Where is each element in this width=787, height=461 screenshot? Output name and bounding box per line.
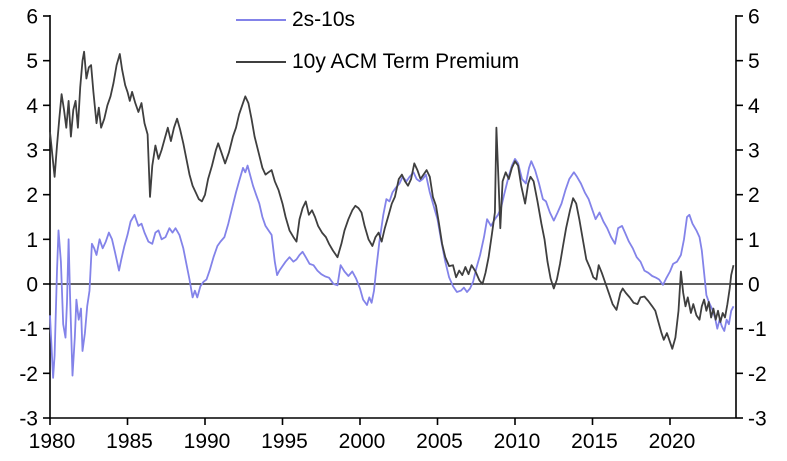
y-tick-label-left: 0 — [26, 274, 38, 297]
y-tick-label-left: -1 — [19, 318, 38, 341]
legend-label-term-premium: 10y ACM Term Premium — [292, 50, 520, 73]
x-tick-label: 1985 — [106, 430, 153, 453]
x-tick-label: 2010 — [494, 430, 541, 453]
legend-item-2s10s: 2s-10s — [236, 6, 519, 34]
y-tick-label-right: 0 — [748, 274, 760, 297]
y-tick-label-left: 2 — [26, 184, 38, 207]
legend-swatch-term-premium — [236, 61, 286, 63]
legend-swatch-2s10s — [236, 19, 286, 21]
legend: 2s-10s 10y ACM Term Premium — [236, 6, 519, 76]
y-tick-label-left: 4 — [26, 95, 38, 118]
y-tick-label-right: 3 — [748, 140, 760, 163]
series-2s10s-line — [49, 158, 735, 379]
y-tick-label-left: 1 — [26, 229, 38, 252]
y-tick-label-left: -3 — [19, 408, 38, 431]
y-tick-label-right: -1 — [748, 318, 767, 341]
legend-item-term-premium: 10y ACM Term Premium — [236, 48, 519, 76]
y-tick-label-right: -2 — [748, 363, 767, 386]
x-tick-label: 2020 — [649, 430, 696, 453]
y-tick-label-left: 6 — [26, 6, 38, 29]
y-tick-label-right: 1 — [748, 229, 760, 252]
x-tick-label: 1990 — [184, 430, 231, 453]
y-tick-label-left: 5 — [26, 50, 38, 73]
series-term-premium-line — [49, 50, 735, 350]
y-tick-label-right: 4 — [748, 95, 760, 118]
x-tick-label: 1995 — [261, 430, 308, 453]
x-tick-label: 1980 — [29, 430, 76, 453]
x-tick-label: 2000 — [339, 430, 386, 453]
x-tick-label: 2015 — [571, 430, 618, 453]
y-tick-label-left: 3 — [26, 140, 38, 163]
x-tick-label: 2005 — [416, 430, 463, 453]
y-tick-label-right: 5 — [748, 50, 760, 73]
y-tick-label-right: 6 — [748, 6, 760, 29]
y-tick-label-right: 2 — [748, 184, 760, 207]
y-tick-label-right: -3 — [748, 408, 767, 431]
y-tick-label-left: -2 — [19, 363, 38, 386]
legend-label-2s10s: 2s-10s — [292, 8, 356, 31]
